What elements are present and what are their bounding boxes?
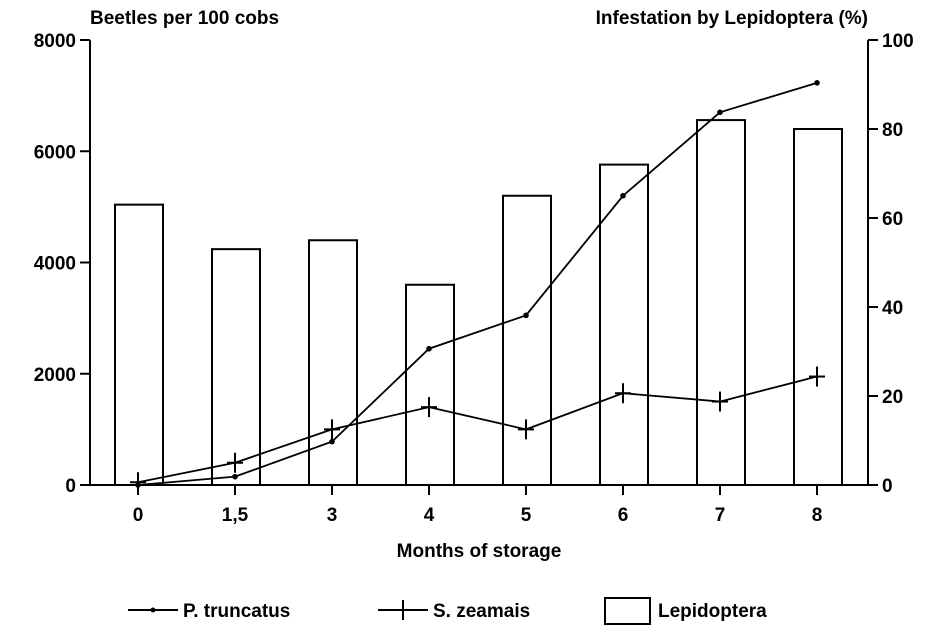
legend-s-zeamais-label: S. zeamais <box>433 601 530 622</box>
left-tick-label: 2000 <box>34 365 76 386</box>
legend: P. truncatus S. zeamais Lepidoptera <box>128 597 767 625</box>
point-s-zeamais <box>518 419 534 440</box>
x-tick-label: 3 <box>327 505 338 526</box>
right-tick-label: 60 <box>882 209 903 230</box>
x-tick-label: 4 <box>424 505 435 526</box>
x-tick-label: 6 <box>618 505 629 526</box>
left-axis-label: Beetles per 100 cobs <box>90 8 279 29</box>
right-tick-label: 80 <box>882 120 903 141</box>
point-s-zeamais <box>227 452 243 473</box>
legend-lepidoptera-label: Lepidoptera <box>658 601 767 622</box>
line-p-truncatus <box>137 81 818 486</box>
x-tick-label: 5 <box>521 505 532 526</box>
bar-lepidoptera <box>211 248 261 486</box>
point-s-zeamais <box>130 472 146 493</box>
x-axis-label: Months of storage <box>397 541 562 562</box>
point-p-truncatus <box>232 473 238 480</box>
left-tick-label: 8000 <box>34 31 76 52</box>
point-s-zeamais <box>809 366 825 387</box>
bar-lepidoptera <box>696 119 746 486</box>
bar-lepidoptera <box>502 194 552 486</box>
point-p-truncatus <box>329 438 335 445</box>
bar-lepidoptera <box>114 203 164 486</box>
left-tick-label: 4000 <box>34 254 76 275</box>
bar-lepidoptera <box>308 239 358 486</box>
bar-lepidoptera <box>793 128 843 486</box>
line-s-zeamais <box>137 375 818 484</box>
point-s-zeamais <box>712 391 728 412</box>
point-p-truncatus <box>814 80 820 86</box>
right-tick-label: 100 <box>882 31 914 52</box>
point-s-zeamais <box>421 397 437 418</box>
legend-p-truncatus-marker <box>150 607 156 613</box>
left-tick-label: 0 <box>65 476 76 497</box>
bar-lepidoptera <box>405 283 455 486</box>
right-tick-label: 0 <box>882 476 893 497</box>
left-tick-label: 6000 <box>34 142 76 163</box>
x-tick-label: 8 <box>812 505 823 526</box>
x-tick-label: 1,5 <box>222 505 249 526</box>
point-p-truncatus <box>620 192 626 199</box>
right-tick-label: 40 <box>882 298 903 319</box>
point-p-truncatus <box>523 312 529 319</box>
legend-lepidoptera-swatch <box>604 597 651 625</box>
point-p-truncatus <box>426 345 432 352</box>
point-s-zeamais <box>615 383 631 404</box>
right-axis-label: Infestation by Lepidoptera (%) <box>596 8 868 29</box>
x-tick-label: 7 <box>715 505 726 526</box>
bar-lepidoptera <box>599 163 649 486</box>
right-tick-label: 20 <box>882 387 903 408</box>
point-p-truncatus <box>717 109 723 116</box>
x-tick-label: 0 <box>133 505 144 526</box>
point-s-zeamais <box>324 419 340 440</box>
legend-p-truncatus-label: P. truncatus <box>183 601 290 622</box>
